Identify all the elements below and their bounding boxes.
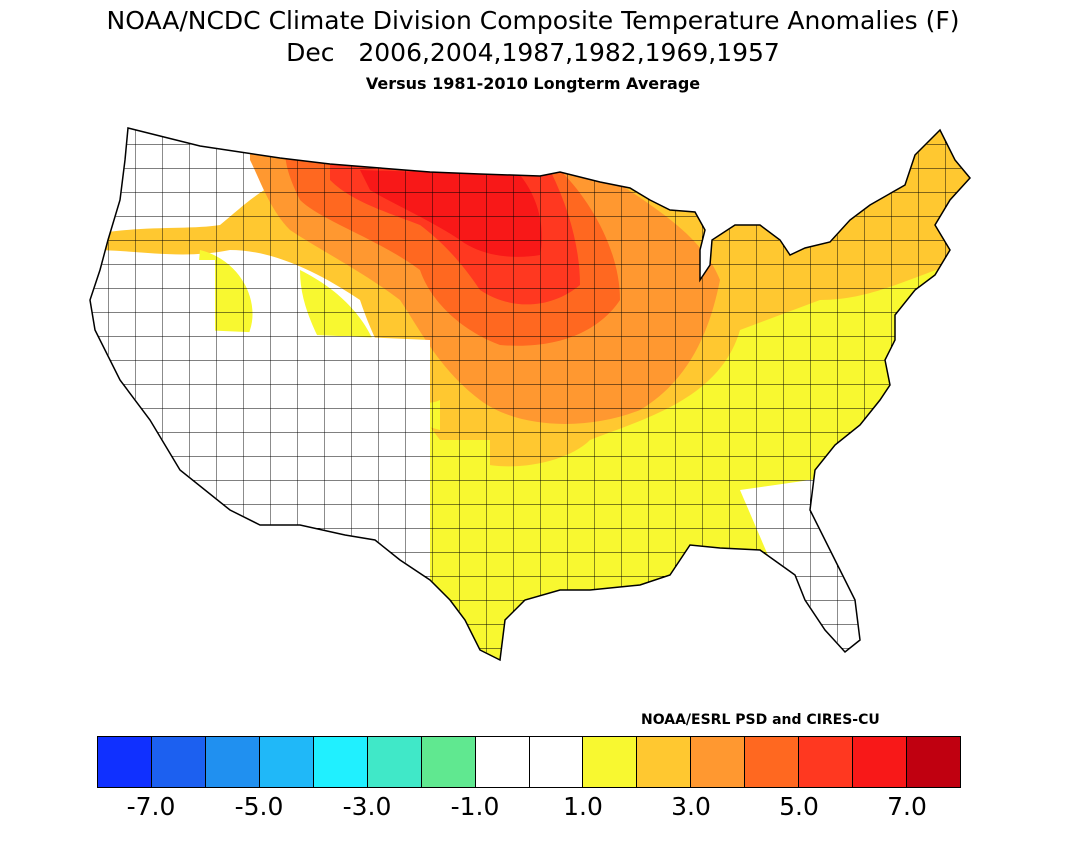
colorbar-cell [421,737,476,787]
anomaly-field [90,128,970,660]
credit-text: NOAA/ESRL PSD and CIRES-CU [641,712,880,728]
map-subtitle-years: Dec 2006,2004,1987,1982,1969,1957 [286,38,780,67]
colorbar-cell [475,737,530,787]
colorbar-cell [583,737,638,787]
colorbar-label: 1.0 [563,792,603,821]
colorbar-cell [313,737,368,787]
colorbar-cell [853,737,908,787]
colorbar-label: 3.0 [671,792,711,821]
colorbar-cell [637,737,692,787]
colorbar-cell [799,737,854,787]
colorbar [97,736,961,788]
colorbar-cell [98,737,152,787]
colorbar-cell [367,737,422,787]
map-title: NOAA/NCDC Climate Division Composite Tem… [106,6,960,35]
colorbar-cell [907,737,960,787]
map-subtitle-baseline: Versus 1981-2010 Longterm Average [365,74,701,93]
colorbar-label: -1.0 [450,792,500,821]
colorbar-label: -5.0 [234,792,284,821]
colorbar-cell [691,737,746,787]
us-climate-division-map [89,127,971,662]
colorbar-cell [205,737,260,787]
colorbar-label: 5.0 [779,792,819,821]
colorbar-cell [529,737,584,787]
colorbar-cell [745,737,800,787]
colorbar-cell [151,737,206,787]
colorbar-cell [259,737,314,787]
us-outline [89,127,971,662]
colorbar-label: -3.0 [342,792,392,821]
colorbar-label: 7.0 [887,792,927,821]
colorbar-label: -7.0 [126,792,176,821]
